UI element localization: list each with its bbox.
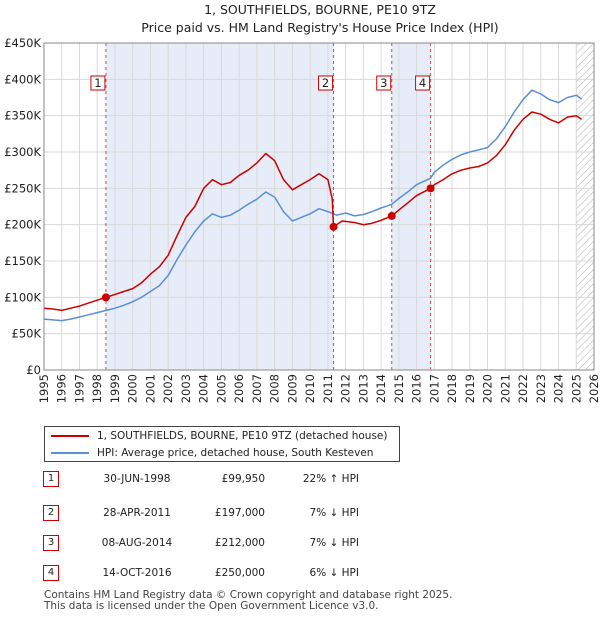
shaded-period <box>391 43 431 370</box>
table-row: 3 08-AUG-2014 £212,000 7% ↓ HPI <box>43 534 383 554</box>
sale-marker-box <box>376 75 392 91</box>
x-tick-label: 2021 <box>498 374 512 403</box>
sale-date: 08-AUG-2014 <box>101 537 173 549</box>
y-tick-label: £400K <box>4 72 41 86</box>
sale-point <box>426 184 435 193</box>
y-tick-label: £350K <box>4 109 41 123</box>
sale-marker-label: 2 <box>322 76 329 90</box>
sale-number-badge: 2 <box>43 505 59 521</box>
y-tick-label: £450K <box>4 36 41 50</box>
sale-price: £250,000 <box>214 567 265 579</box>
x-tick-label: 2000 <box>126 374 140 403</box>
sale-point <box>101 293 110 302</box>
x-tick-label: 2011 <box>321 374 335 403</box>
x-tick-label: 2008 <box>268 374 282 403</box>
x-tick-label: 1997 <box>72 374 86 403</box>
x-tick-label: 2025 <box>569 374 583 403</box>
x-tick-label: 1999 <box>108 374 122 403</box>
x-tick-label: 2015 <box>392 374 406 403</box>
sale-hpi-diff: 7% ↓ HPI <box>309 537 359 549</box>
legend-label-property: 1, SOUTHFIELDS, BOURNE, PE10 9TZ (detach… <box>97 430 388 442</box>
x-tick-label: 2009 <box>285 374 299 403</box>
x-tick-label: 2023 <box>534 374 548 403</box>
x-tick-label: 2003 <box>179 374 193 403</box>
footer-line-licence: This data is licensed under the Open Gov… <box>44 600 379 612</box>
y-tick-label: £250K <box>4 181 41 195</box>
legend-swatch-hpi <box>51 452 89 454</box>
table-row: 4 14-OCT-2016 £250,000 6% ↓ HPI <box>43 564 383 584</box>
sale-date: 28-APR-2011 <box>103 507 171 519</box>
x-tick-label: 2017 <box>427 374 441 403</box>
x-tick-label: 2018 <box>445 374 459 403</box>
x-tick-label: 2024 <box>552 374 566 403</box>
sale-marker-box <box>415 75 431 91</box>
sale-hpi-diff: 22% ↑ HPI <box>302 473 359 485</box>
x-tick-label: 2012 <box>339 374 353 403</box>
sale-marker-label: 1 <box>94 76 101 90</box>
x-tick-label: 2026 <box>587 374 600 403</box>
sale-number-badge: 3 <box>43 535 59 551</box>
footer-attribution: Contains HM Land Registry data © Crown c… <box>44 590 452 612</box>
sale-date: 30-JUN-1998 <box>103 473 171 485</box>
sale-date: 14-OCT-2016 <box>102 567 172 579</box>
legend-label-hpi: HPI: Average price, detached house, Sout… <box>97 447 374 459</box>
x-tick-label: 2004 <box>197 374 211 403</box>
legend-item-hpi: HPI: Average price, detached house, Sout… <box>51 445 373 461</box>
x-tick-label: 2007 <box>250 374 264 403</box>
y-tick-label: £150K <box>4 254 41 268</box>
table-row: 1 30-JUN-1998 £99,950 22% ↑ HPI <box>43 470 383 490</box>
x-tick-label: 1998 <box>90 374 104 403</box>
chart-title: 1, SOUTHFIELDS, BOURNE, PE10 9TZ <box>204 2 436 17</box>
plot-frame <box>43 42 595 371</box>
chart-subtitle: Price paid vs. HM Land Registry's House … <box>141 20 498 35</box>
sale-marker-label: 4 <box>419 76 426 90</box>
sale-marker-label: 3 <box>380 76 387 90</box>
x-tick-label: 2002 <box>161 374 175 403</box>
x-tick-label: 2006 <box>232 374 246 403</box>
sale-number-badge: 4 <box>43 565 59 581</box>
series-line-property <box>43 111 583 312</box>
x-tick-label: 2022 <box>516 374 530 403</box>
x-tick-label: 2016 <box>410 374 424 403</box>
y-tick-label: £100K <box>4 290 41 304</box>
y-tick-label: £0 <box>26 363 41 377</box>
sale-price: £99,950 <box>221 473 265 485</box>
chart-legend: 1, SOUTHFIELDS, BOURNE, PE10 9TZ (detach… <box>44 426 400 462</box>
x-tick-label: 2014 <box>374 374 388 403</box>
forecast-hatch <box>576 43 594 370</box>
x-tick-label: 1996 <box>55 374 69 403</box>
legend-item-property: 1, SOUTHFIELDS, BOURNE, PE10 9TZ (detach… <box>51 428 387 444</box>
x-tick-label: 2020 <box>481 374 495 403</box>
shaded-period <box>105 43 334 370</box>
x-tick-label: 2010 <box>303 374 317 403</box>
x-tick-label: 1995 <box>37 374 51 403</box>
sale-point <box>329 222 338 231</box>
sale-marker-box <box>318 75 334 91</box>
sale-point <box>387 211 396 220</box>
table-row: 2 28-APR-2011 £197,000 7% ↓ HPI <box>43 504 383 524</box>
sale-price: £197,000 <box>214 507 265 519</box>
sale-hpi-diff: 7% ↓ HPI <box>309 507 359 519</box>
y-tick-label: £50K <box>12 327 42 341</box>
sale-price: £212,000 <box>214 537 265 549</box>
x-tick-label: 2013 <box>356 374 370 403</box>
price-chart: 1, SOUTHFIELDS, BOURNE, PE10 9TZ Price p… <box>4 2 600 403</box>
footer-line-copyright: Contains HM Land Registry data © Crown c… <box>44 589 453 601</box>
y-tick-label: £300K <box>4 145 41 159</box>
series-line-hpi <box>43 89 583 322</box>
sale-number-badge: 1 <box>43 471 59 487</box>
x-tick-label: 2019 <box>463 374 477 403</box>
x-tick-label: 2001 <box>143 374 157 403</box>
y-tick-label: £200K <box>4 218 41 232</box>
legend-swatch-property <box>51 435 89 437</box>
x-tick-label: 2005 <box>214 374 228 403</box>
sale-hpi-diff: 6% ↓ HPI <box>309 567 359 579</box>
sale-marker-box <box>90 75 106 91</box>
